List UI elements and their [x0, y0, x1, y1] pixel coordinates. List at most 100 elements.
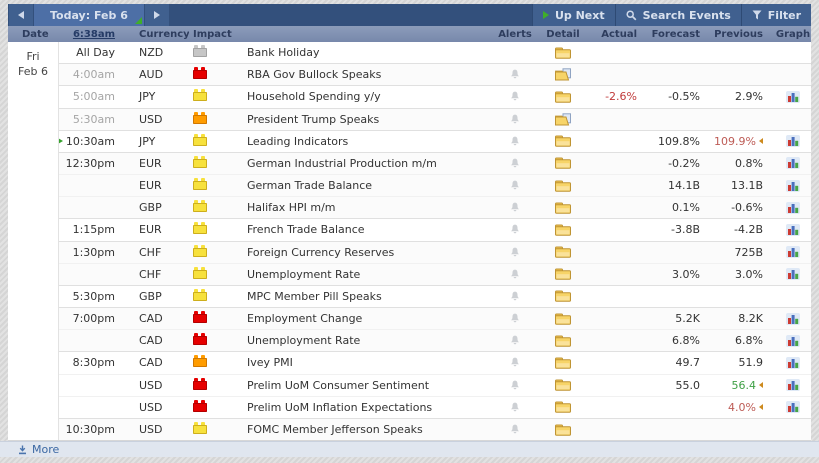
event-actual — [587, 419, 649, 440]
alert-bell-icon[interactable] — [510, 335, 520, 346]
folder-icon[interactable] — [555, 357, 571, 369]
event-graph-cell — [775, 175, 811, 196]
event-detail-cell — [539, 308, 587, 329]
prev-day-button[interactable] — [9, 4, 33, 26]
graph-icon[interactable] — [786, 135, 800, 148]
folder-icon[interactable] — [555, 313, 571, 325]
alert-bell-icon[interactable] — [510, 402, 520, 413]
folder-icon[interactable] — [555, 246, 571, 258]
event-title[interactable]: Foreign Currency Reserves — [247, 245, 395, 259]
graph-icon[interactable] — [786, 246, 800, 259]
event-row: All Day NZD Bank Holiday — [59, 42, 811, 64]
alert-bell-icon[interactable] — [510, 224, 520, 235]
alert-bell-icon[interactable] — [510, 180, 520, 191]
folder-icon[interactable] — [555, 290, 571, 303]
graph-icon[interactable] — [786, 334, 800, 347]
event-title[interactable]: French Trade Balance — [247, 223, 365, 237]
next-day-button[interactable] — [144, 4, 169, 26]
impact-icon — [193, 45, 207, 58]
alert-bell-icon[interactable] — [510, 202, 520, 213]
folder-icon[interactable] — [555, 268, 571, 280]
graph-icon[interactable] — [786, 401, 800, 414]
alert-bell-icon[interactable] — [510, 114, 520, 125]
event-title-cell: RBA Gov Bullock Speaks — [243, 64, 491, 85]
graph-icon[interactable] — [786, 179, 800, 192]
alert-bell-icon[interactable] — [510, 424, 520, 435]
event-title[interactable]: Unemployment Rate — [247, 267, 361, 281]
event-title[interactable]: President Trump Speaks — [247, 112, 380, 126]
folder-icon[interactable] — [555, 379, 571, 391]
event-title[interactable]: Ivey PMI — [247, 356, 293, 370]
event-impact — [189, 197, 243, 218]
event-title-cell: Foreign Currency Reserves — [243, 242, 491, 263]
event-title[interactable]: Prelim UoM Consumer Sentiment — [247, 378, 430, 392]
more-link[interactable]: More — [18, 443, 59, 456]
event-impact — [189, 308, 243, 329]
event-title[interactable]: Household Spending y/y — [247, 90, 381, 104]
folder-icon[interactable] — [555, 157, 571, 170]
folder-open-icon[interactable] — [554, 68, 572, 81]
event-title-cell: Prelim UoM Consumer Sentiment — [243, 375, 491, 396]
event-title[interactable]: Bank Holiday — [247, 46, 320, 60]
event-title[interactable]: German Trade Balance — [247, 179, 373, 193]
event-title[interactable]: Unemployment Rate — [247, 334, 361, 348]
folder-icon[interactable] — [555, 224, 571, 236]
event-previous: 4.0% — [712, 397, 775, 418]
event-impact — [189, 219, 243, 240]
filter-button[interactable]: Filter — [740, 4, 811, 26]
alert-bell-icon[interactable] — [510, 380, 520, 391]
event-title[interactable]: Prelim UoM Inflation Expectations — [247, 400, 433, 414]
event-detail-cell — [539, 375, 587, 396]
alert-bell-icon[interactable] — [510, 136, 520, 147]
alert-bell-icon[interactable] — [510, 269, 520, 280]
alert-bell-icon[interactable] — [510, 247, 520, 258]
alert-bell-icon[interactable] — [510, 357, 520, 368]
graph-icon[interactable] — [786, 223, 800, 236]
graph-icon[interactable] — [786, 157, 800, 170]
search-events-button[interactable]: Search Events — [614, 4, 741, 26]
event-actual — [587, 330, 649, 351]
event-title[interactable]: Halifax HPI m/m — [247, 201, 336, 215]
folder-icon[interactable] — [555, 424, 571, 436]
graph-icon[interactable] — [786, 312, 800, 325]
alert-bell-icon[interactable] — [510, 313, 520, 324]
event-title[interactable]: RBA Gov Bullock Speaks — [247, 68, 382, 82]
alert-bell-icon[interactable] — [510, 69, 520, 80]
event-currency: CAD — [139, 312, 163, 326]
current-time-link[interactable]: 6:38am — [72, 28, 115, 40]
event-row: EUR German Trade Balance 14.1B 13.1B — [59, 174, 811, 197]
event-title[interactable]: FOMC Member Jefferson Speaks — [247, 423, 423, 436]
alert-bell-icon[interactable] — [510, 158, 520, 169]
event-title[interactable]: MPC Member Pill Speaks — [247, 289, 382, 303]
graph-icon[interactable] — [786, 356, 800, 369]
folder-icon[interactable] — [555, 47, 571, 59]
event-title-cell: Leading Indicators — [243, 131, 491, 152]
graph-icon[interactable] — [786, 379, 800, 392]
filter-funnel-icon — [752, 10, 762, 20]
folder-icon[interactable] — [555, 135, 571, 147]
event-title-cell: FOMC Member Jefferson Speaks — [243, 419, 491, 440]
event-alerts-cell — [491, 308, 539, 329]
event-title[interactable]: Employment Change — [247, 312, 363, 326]
folder-icon[interactable] — [555, 180, 571, 192]
event-impact — [189, 286, 243, 307]
event-detail-cell — [539, 419, 587, 440]
graph-icon[interactable] — [786, 268, 800, 281]
impact-icon — [193, 155, 207, 168]
graph-icon[interactable] — [786, 201, 800, 214]
impact-icon — [193, 89, 207, 102]
folder-open-icon[interactable] — [554, 112, 572, 126]
up-next-label: Up Next — [554, 8, 605, 22]
folder-icon[interactable] — [555, 401, 571, 414]
graph-icon[interactable] — [786, 90, 800, 103]
today-button[interactable]: Today: Feb 6 — [34, 4, 144, 26]
folder-icon[interactable] — [555, 91, 571, 103]
up-next-button[interactable]: Up Next — [531, 4, 615, 26]
folder-icon[interactable] — [555, 335, 571, 347]
event-title[interactable]: German Industrial Production m/m — [247, 156, 437, 170]
alert-bell-icon[interactable] — [510, 91, 520, 102]
folder-icon[interactable] — [555, 202, 571, 214]
event-title[interactable]: Leading Indicators — [247, 134, 349, 148]
event-forecast: 5.2K — [675, 312, 700, 326]
alert-bell-icon[interactable] — [510, 291, 520, 302]
